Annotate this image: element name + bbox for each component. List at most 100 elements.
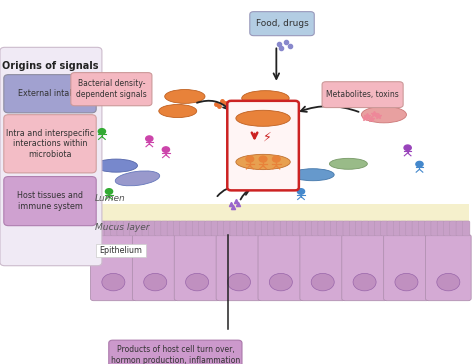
FancyBboxPatch shape: [383, 234, 429, 301]
FancyBboxPatch shape: [425, 221, 432, 236]
Ellipse shape: [144, 273, 167, 291]
FancyBboxPatch shape: [173, 221, 181, 236]
Ellipse shape: [353, 273, 376, 291]
FancyBboxPatch shape: [456, 221, 464, 236]
Ellipse shape: [165, 90, 205, 103]
FancyBboxPatch shape: [211, 221, 219, 236]
FancyBboxPatch shape: [4, 75, 96, 113]
FancyBboxPatch shape: [368, 221, 376, 236]
FancyBboxPatch shape: [311, 221, 319, 236]
FancyBboxPatch shape: [110, 221, 118, 236]
Ellipse shape: [311, 273, 334, 291]
FancyBboxPatch shape: [300, 234, 346, 301]
Ellipse shape: [437, 273, 460, 291]
FancyBboxPatch shape: [180, 221, 187, 236]
FancyBboxPatch shape: [462, 221, 470, 236]
Ellipse shape: [236, 154, 290, 170]
Circle shape: [162, 147, 170, 153]
Text: Metabolites, toxins: Metabolites, toxins: [326, 90, 399, 99]
FancyBboxPatch shape: [174, 234, 220, 301]
FancyBboxPatch shape: [381, 221, 388, 236]
FancyBboxPatch shape: [136, 221, 143, 236]
Text: Epithelium: Epithelium: [100, 246, 142, 255]
FancyBboxPatch shape: [167, 221, 175, 236]
Circle shape: [273, 156, 280, 162]
Text: Host tissues and
immune system: Host tissues and immune system: [17, 191, 83, 211]
Circle shape: [146, 136, 153, 142]
FancyBboxPatch shape: [98, 221, 106, 236]
Text: External intakes: External intakes: [18, 89, 82, 98]
FancyBboxPatch shape: [104, 221, 112, 236]
FancyBboxPatch shape: [96, 244, 146, 257]
FancyBboxPatch shape: [218, 221, 225, 236]
FancyBboxPatch shape: [109, 340, 242, 364]
FancyBboxPatch shape: [342, 234, 387, 301]
FancyBboxPatch shape: [431, 221, 438, 236]
FancyBboxPatch shape: [71, 72, 152, 106]
FancyBboxPatch shape: [444, 221, 451, 236]
FancyBboxPatch shape: [305, 221, 313, 236]
Circle shape: [105, 189, 113, 194]
FancyBboxPatch shape: [4, 177, 96, 226]
FancyBboxPatch shape: [255, 221, 263, 236]
Ellipse shape: [242, 91, 289, 106]
FancyBboxPatch shape: [0, 47, 102, 266]
FancyBboxPatch shape: [142, 221, 150, 236]
FancyBboxPatch shape: [205, 221, 212, 236]
FancyBboxPatch shape: [132, 234, 178, 301]
FancyBboxPatch shape: [400, 221, 407, 236]
FancyBboxPatch shape: [437, 221, 445, 236]
FancyBboxPatch shape: [318, 221, 326, 236]
Ellipse shape: [102, 273, 125, 291]
FancyBboxPatch shape: [224, 221, 231, 236]
Ellipse shape: [269, 273, 292, 291]
Text: Lumen: Lumen: [95, 194, 126, 203]
FancyBboxPatch shape: [92, 204, 469, 235]
FancyBboxPatch shape: [450, 221, 457, 236]
FancyBboxPatch shape: [406, 221, 413, 236]
Ellipse shape: [186, 273, 209, 291]
Circle shape: [297, 189, 305, 194]
FancyBboxPatch shape: [268, 221, 275, 236]
FancyBboxPatch shape: [343, 221, 351, 236]
Circle shape: [246, 156, 254, 162]
Ellipse shape: [243, 118, 288, 133]
FancyBboxPatch shape: [362, 221, 369, 236]
Ellipse shape: [115, 171, 160, 186]
Ellipse shape: [228, 273, 250, 291]
FancyBboxPatch shape: [337, 221, 344, 236]
Circle shape: [404, 145, 411, 151]
Text: Bacterial density-
dependent signals: Bacterial density- dependent signals: [76, 79, 147, 99]
FancyBboxPatch shape: [4, 115, 96, 173]
Ellipse shape: [395, 273, 418, 291]
FancyBboxPatch shape: [250, 12, 314, 36]
FancyBboxPatch shape: [393, 221, 401, 236]
FancyBboxPatch shape: [186, 221, 193, 236]
FancyBboxPatch shape: [419, 221, 426, 236]
FancyBboxPatch shape: [155, 221, 162, 236]
FancyBboxPatch shape: [426, 234, 471, 301]
Text: ⚡: ⚡: [264, 131, 272, 144]
Text: Intra and interspecific
interactions within
microbiota: Intra and interspecific interactions wit…: [6, 129, 94, 159]
FancyBboxPatch shape: [236, 221, 244, 236]
FancyBboxPatch shape: [216, 234, 262, 301]
FancyBboxPatch shape: [199, 221, 206, 236]
FancyBboxPatch shape: [374, 221, 382, 236]
Circle shape: [416, 161, 423, 167]
Ellipse shape: [361, 106, 406, 123]
FancyBboxPatch shape: [299, 221, 307, 236]
Ellipse shape: [236, 110, 290, 126]
Ellipse shape: [159, 104, 197, 118]
Circle shape: [98, 128, 106, 134]
Ellipse shape: [95, 159, 137, 172]
FancyBboxPatch shape: [274, 221, 282, 236]
FancyBboxPatch shape: [91, 234, 136, 301]
FancyBboxPatch shape: [249, 221, 256, 236]
Circle shape: [259, 156, 267, 162]
FancyBboxPatch shape: [92, 221, 100, 236]
FancyBboxPatch shape: [280, 221, 288, 236]
FancyBboxPatch shape: [330, 221, 338, 236]
FancyBboxPatch shape: [117, 221, 125, 236]
FancyBboxPatch shape: [192, 221, 200, 236]
FancyBboxPatch shape: [148, 221, 156, 236]
